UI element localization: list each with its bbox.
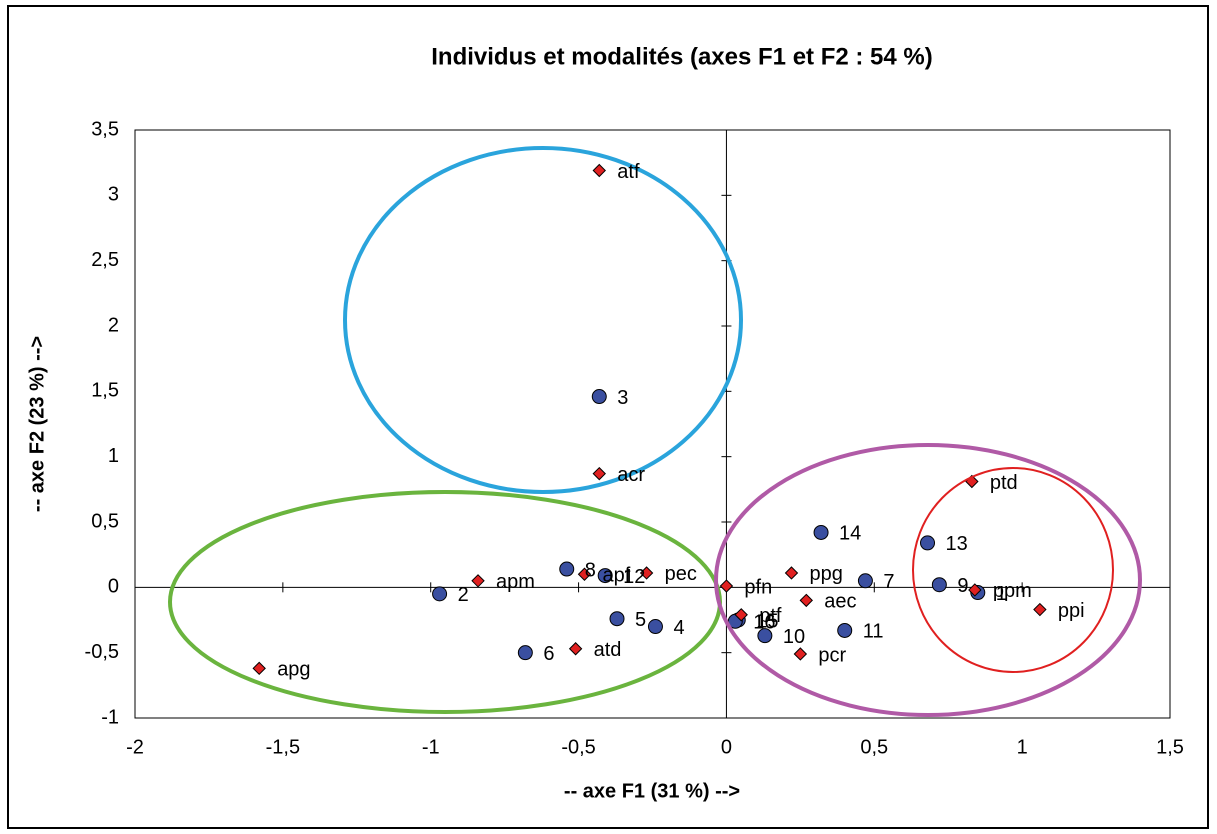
point-label: 6 xyxy=(543,643,554,665)
point xyxy=(1033,602,1047,617)
point-label: pfn xyxy=(744,576,772,598)
x-axis-title: -- axe F1 (31 %) --> xyxy=(564,780,740,802)
point-label: apf xyxy=(602,565,630,587)
y-tick-label: 0,5 xyxy=(91,510,119,532)
y-tick-label: 3,5 xyxy=(91,118,119,140)
y-tick-label: 3 xyxy=(108,184,119,206)
x-tick-label: 1,5 xyxy=(1156,736,1184,758)
x-tick-label: 0,5 xyxy=(860,736,888,758)
point-label: 3 xyxy=(617,387,628,409)
point-label: ppg xyxy=(809,563,842,585)
point-label: ppm xyxy=(993,580,1032,602)
x-tick-label: -0,5 xyxy=(561,736,595,758)
point xyxy=(517,645,533,661)
point xyxy=(577,567,592,581)
point-label: 16 xyxy=(753,612,775,634)
point-label: acr xyxy=(617,464,645,486)
point-label: 5 xyxy=(635,609,646,631)
point xyxy=(931,577,947,593)
x-tick-label: 0 xyxy=(721,736,732,758)
point xyxy=(568,642,583,656)
plot-frame xyxy=(134,129,1171,719)
point xyxy=(592,466,606,481)
chart-border xyxy=(7,5,1209,829)
point xyxy=(252,661,266,676)
point-label: 15 xyxy=(756,610,778,632)
point xyxy=(799,593,813,608)
point-label: apg xyxy=(277,659,310,681)
point xyxy=(591,389,607,405)
point xyxy=(719,579,734,593)
point xyxy=(734,608,748,622)
point-label: pec xyxy=(665,563,697,585)
point-label: ptd xyxy=(990,472,1018,494)
point-label: ptf xyxy=(759,605,782,627)
y-tick-label: -0,5 xyxy=(85,641,119,663)
point-label: 7 xyxy=(883,571,894,593)
point-label: 2 xyxy=(458,584,469,606)
point-label: atf xyxy=(617,161,640,183)
x-tick-label: -1 xyxy=(422,736,440,758)
point xyxy=(471,574,485,588)
point xyxy=(592,163,606,178)
point xyxy=(559,561,575,577)
point xyxy=(609,611,625,627)
point-label: 14 xyxy=(839,523,861,545)
y-tick-label: 2,5 xyxy=(91,249,119,271)
point xyxy=(597,568,613,584)
point xyxy=(784,566,799,580)
x-tick-label: -2 xyxy=(126,736,144,758)
point xyxy=(857,573,873,589)
y-tick-label: 0 xyxy=(108,576,119,598)
cluster-ellipse xyxy=(912,467,1114,673)
point xyxy=(639,566,654,580)
point xyxy=(757,628,773,644)
marks xyxy=(134,129,1171,719)
point-label: 4 xyxy=(673,617,684,639)
point xyxy=(432,586,448,602)
point-label: aec xyxy=(824,591,856,613)
y-axis-title: -- axe F2 (23 %) --> xyxy=(26,336,48,512)
point xyxy=(793,647,808,661)
point xyxy=(968,583,982,597)
point-label: 13 xyxy=(946,533,968,555)
point-label: 9 xyxy=(957,575,968,597)
point-label: 8 xyxy=(585,559,596,581)
point-label: 12 xyxy=(623,566,645,588)
point-label: apm xyxy=(496,571,535,593)
point xyxy=(920,535,936,551)
point-label: ppi xyxy=(1058,600,1085,622)
x-tick-label: 1 xyxy=(1017,736,1028,758)
chart-title: Individus et modalités (axes F1 et F2 : … xyxy=(431,43,932,70)
cluster-ellipse xyxy=(343,146,743,494)
y-tick-label: 1,5 xyxy=(91,380,119,402)
point-label: atd xyxy=(594,639,622,661)
point-label: 11 xyxy=(863,621,884,643)
x-tick-label: -1,5 xyxy=(266,736,300,758)
y-tick-label: 2 xyxy=(108,314,119,336)
point-label: 10 xyxy=(783,626,805,648)
point xyxy=(813,524,829,540)
point xyxy=(837,622,853,638)
point-label: pcr xyxy=(818,644,846,666)
point-label: 1 xyxy=(996,583,1007,605)
y-tick-label: -1 xyxy=(101,706,119,728)
cluster-ellipse xyxy=(714,443,1142,717)
y-tick-label: 1 xyxy=(108,445,119,467)
point xyxy=(647,619,663,635)
